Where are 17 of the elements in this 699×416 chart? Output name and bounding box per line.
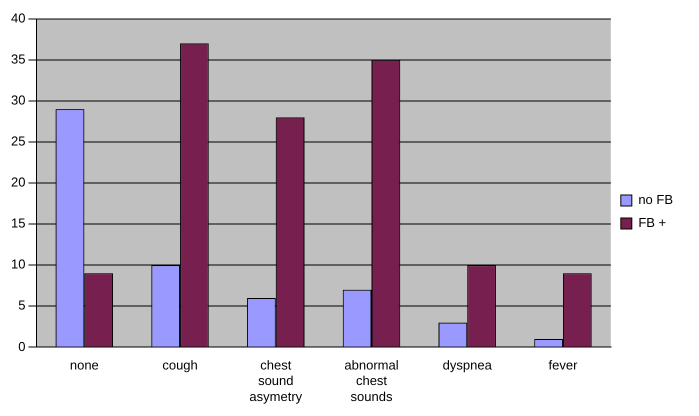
legend-label: no FB — [638, 192, 674, 208]
legend-label: FB + — [638, 215, 666, 230]
y-tick-label: 25 — [10, 134, 26, 149]
y-tick-label: 15 — [10, 216, 26, 231]
x-tick-label: chest sound asymetry — [249, 358, 303, 404]
x-tick-label: abnormal chest sounds — [344, 358, 399, 404]
y-tick-label: 10 — [10, 256, 26, 272]
y-tick-label: 35 — [10, 51, 26, 66]
y-tick-label: 0 — [18, 338, 26, 354]
x-tick-label: none — [70, 358, 99, 373]
x-tick-label: fever — [548, 358, 578, 373]
x-tick-label: cough — [162, 358, 198, 373]
x-tick-label: dyspnea — [442, 358, 493, 373]
y-tick-label: 5 — [18, 298, 26, 313]
y-tick-label: 40 — [10, 10, 26, 26]
y-tick-label: 20 — [10, 174, 26, 190]
y-tick-label: 30 — [10, 92, 26, 108]
